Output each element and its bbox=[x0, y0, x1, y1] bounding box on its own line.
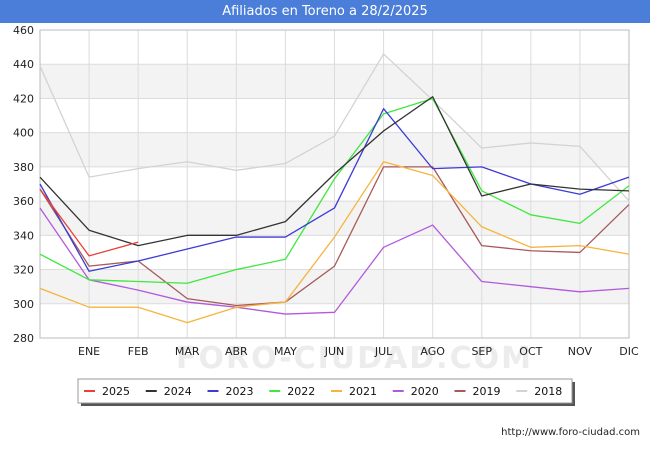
x-tick-label: JUL bbox=[374, 345, 393, 358]
series-line-2020 bbox=[39, 207, 630, 315]
y-tick-label: 360 bbox=[13, 195, 34, 208]
axes: 280 300 320 340 360 380 400 420 440 460 ENE FEB MAR A… bbox=[13, 24, 639, 358]
x-tick-label: JUN bbox=[324, 345, 345, 358]
legend: 2025 2024 2023 2022 2021 2020 2019 2018 bbox=[77, 378, 575, 406]
x-tick-label: MAR bbox=[175, 345, 200, 358]
y-tick-label: 400 bbox=[13, 127, 34, 140]
y-tick-label: 320 bbox=[13, 264, 34, 277]
y-tick-label: 340 bbox=[13, 229, 34, 242]
chart-title: Afiliados en Toreno a 28/2/2025 bbox=[0, 0, 650, 23]
y-tick-label: 380 bbox=[13, 161, 34, 174]
watermark: FORO-CIUDAD.COM bbox=[176, 341, 533, 376]
x-tick-label: FEB bbox=[128, 345, 149, 358]
series-line-2024 bbox=[39, 96, 630, 247]
legend-label-2025: 2025 bbox=[102, 385, 130, 398]
series-line-2022 bbox=[39, 97, 630, 284]
x-tick-label: ABR bbox=[225, 345, 248, 358]
x-tick-label: AGO bbox=[420, 345, 445, 358]
watermark-text: FORO-CIUDAD.COM bbox=[176, 341, 533, 376]
x-tick-label: ENE bbox=[78, 345, 100, 358]
y-tick-label: 440 bbox=[13, 58, 34, 71]
legend-label-2018: 2018 bbox=[534, 385, 562, 398]
series-lines bbox=[39, 53, 630, 324]
series-line-2021 bbox=[39, 161, 630, 324]
series-line-2018 bbox=[39, 53, 630, 202]
y-tick-label: 420 bbox=[13, 92, 34, 105]
legend-box bbox=[77, 378, 573, 404]
source-url: http://www.foro-ciudad.com bbox=[501, 427, 640, 438]
x-tick-label: MAY bbox=[274, 345, 297, 358]
y-tick-label: 280 bbox=[13, 332, 34, 345]
x-tick-label: OCT bbox=[519, 345, 542, 358]
legend-label-2019: 2019 bbox=[473, 385, 501, 398]
x-tick-label: DIC bbox=[619, 345, 639, 358]
series-line-2025 bbox=[39, 188, 139, 257]
legend-label-2020: 2020 bbox=[411, 385, 439, 398]
legend-label-2023: 2023 bbox=[226, 385, 254, 398]
legend-label-2021: 2021 bbox=[349, 385, 377, 398]
y-tick-label: 300 bbox=[13, 298, 34, 311]
legend-label-2022: 2022 bbox=[287, 385, 315, 398]
x-tick-label: SEP bbox=[471, 345, 492, 358]
y-tick-label: 460 bbox=[13, 24, 34, 37]
x-tick-label: NOV bbox=[568, 345, 593, 358]
legend-label-2024: 2024 bbox=[164, 385, 192, 398]
